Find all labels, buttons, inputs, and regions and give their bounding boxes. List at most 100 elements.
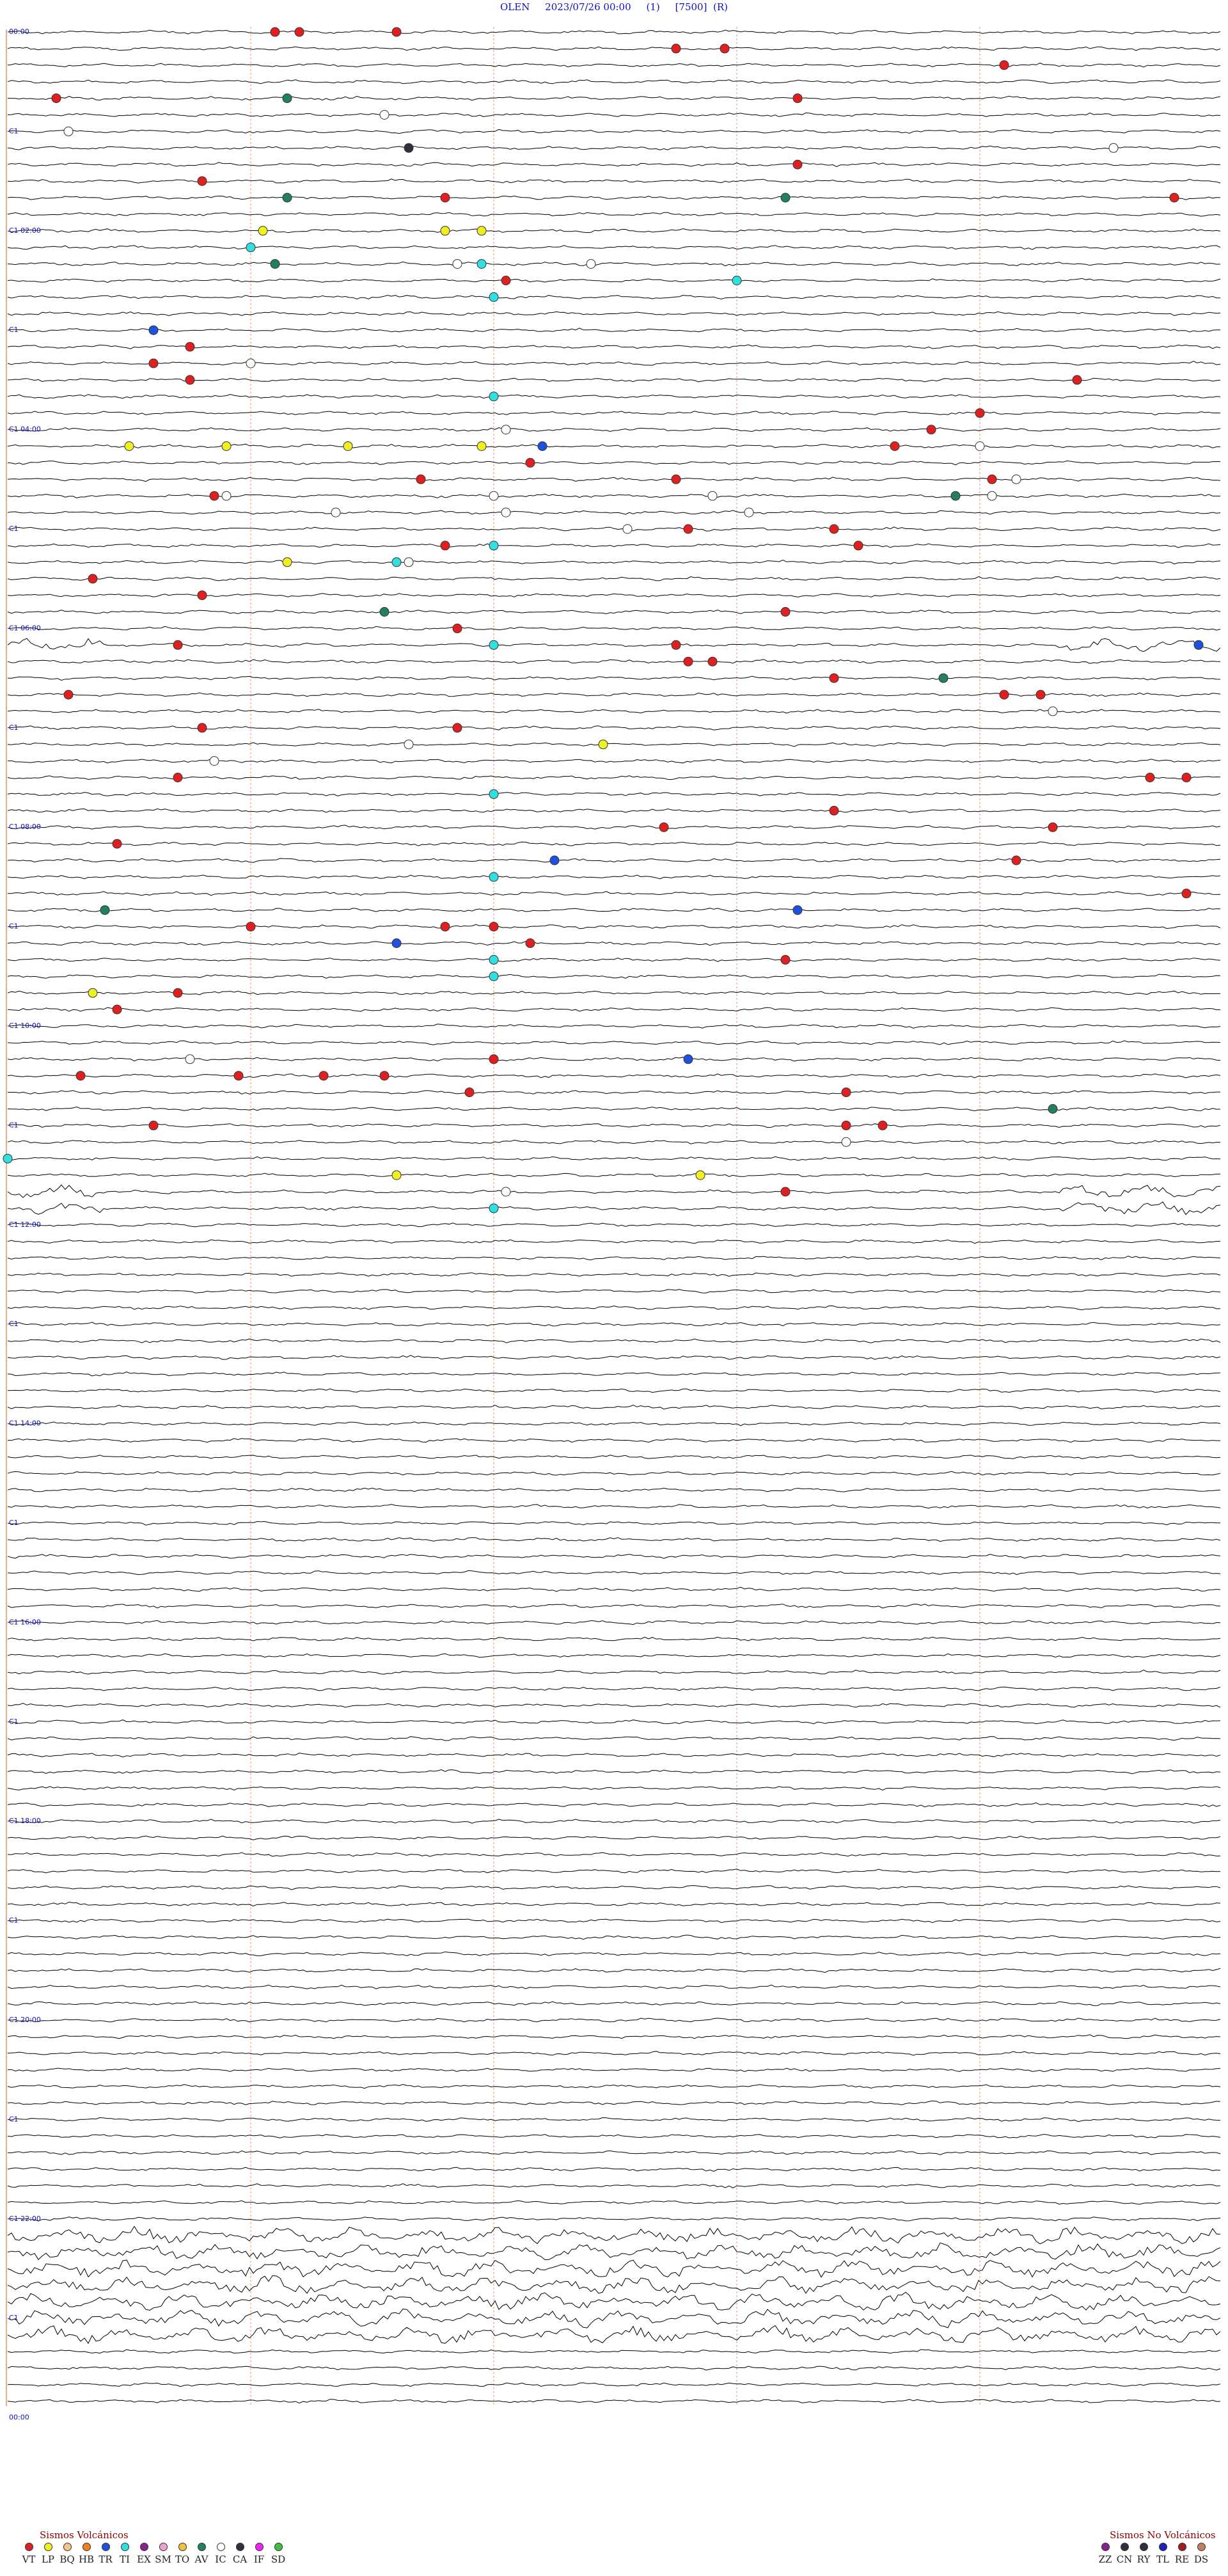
legend-nonvolcanic-item-zz: ZZ <box>1096 2543 1115 2565</box>
event-marker-vt <box>1072 375 1082 385</box>
event-marker-ti <box>489 541 499 551</box>
legend-nonvolcanic-item-re: RE <box>1172 2543 1192 2565</box>
seismic-trace-row <box>7 29 1221 35</box>
legend-nonvolcanic-item-tl: TL <box>1153 2543 1172 2565</box>
legend-code: IF <box>253 2554 265 2565</box>
seismic-trace-row <box>7 1023 1221 1029</box>
seismic-trace-row <box>7 344 1221 349</box>
seismic-trace-row <box>7 1388 1221 1393</box>
event-marker-vt <box>780 607 791 617</box>
event-marker-vt <box>1048 822 1058 832</box>
legend-volcanic-title: Sismos Volcánicos <box>40 2529 129 2541</box>
legend-volcanic-item-ti: TI <box>115 2543 134 2565</box>
event-marker-vt <box>148 358 159 368</box>
legend-code: LP <box>41 2554 55 2565</box>
event-marker-vt <box>999 60 1009 70</box>
event-marker-ic <box>246 358 256 368</box>
legend-dot <box>1120 2543 1129 2551</box>
hour-label: C1 18:00 <box>9 1817 41 1825</box>
event-marker-vt <box>173 988 183 998</box>
seismic-trace-row <box>7 195 1221 200</box>
seismic-trace-row <box>7 212 1221 217</box>
event-marker-vt <box>197 723 207 733</box>
seismic-trace-row <box>7 1256 1221 1261</box>
seismic-trace-row <box>7 808 1221 813</box>
event-marker-av <box>282 193 292 203</box>
event-marker-ic <box>707 491 718 501</box>
seismic-trace-row <box>7 2034 1221 2039</box>
seismic-trace-row <box>7 1455 1221 1460</box>
event-marker-vt <box>999 690 1009 700</box>
odd-hour-marker: C1 <box>9 525 19 533</box>
event-marker-vt <box>209 491 219 501</box>
seismic-trace-row <box>7 1040 1221 1045</box>
seismic-trace-row <box>7 638 1221 652</box>
legend-dot <box>43 2543 52 2551</box>
hour-label: C1 08:00 <box>9 823 41 831</box>
seismic-trace-row <box>7 1404 1221 1410</box>
legend-code: VT <box>22 2554 36 2565</box>
odd-hour-marker: C1 <box>9 326 19 334</box>
seismic-trace-row <box>7 1869 1221 1874</box>
seismic-trace-row <box>7 493 1221 498</box>
event-marker-vt <box>440 922 450 932</box>
seismic-trace-row <box>7 576 1221 581</box>
legend-volcanic-item-av: AV <box>192 2543 211 2565</box>
event-marker-vt <box>525 457 535 468</box>
seismic-trace-row <box>7 2083 1221 2089</box>
event-marker-vt <box>780 1187 791 1197</box>
event-marker-vt <box>829 524 839 534</box>
seismic-trace-row <box>7 2275 1221 2294</box>
event-marker-vt <box>841 1120 851 1130</box>
seismic-trace-row <box>7 2200 1221 2205</box>
event-marker-vt <box>829 673 839 683</box>
seismic-trace-row <box>7 162 1221 168</box>
seismic-trace-row <box>7 278 1221 283</box>
odd-hour-marker: C1 <box>9 127 19 135</box>
event-marker-ic <box>622 524 633 534</box>
seismic-trace-row <box>7 328 1220 333</box>
seismic-trace-row <box>7 145 1221 150</box>
event-marker-av <box>100 905 110 915</box>
event-marker-tr <box>683 1054 693 1064</box>
seismic-trace-row <box>7 2382 1221 2387</box>
event-marker-av <box>379 607 390 617</box>
seismic-trace-row <box>7 129 1221 134</box>
event-marker-vt <box>987 474 997 484</box>
seismic-trace-row <box>7 1885 1221 1890</box>
legend-code: SM <box>155 2554 171 2565</box>
seismic-trace-row <box>7 858 1221 863</box>
event-marker-vt <box>440 541 450 551</box>
event-marker-ic <box>1108 143 1119 153</box>
event-marker-lp <box>695 1170 705 1180</box>
seismic-trace-row <box>7 1984 1221 1989</box>
event-marker-vt <box>233 1071 244 1081</box>
seismic-trace-row <box>7 2183 1221 2188</box>
legend-code: CN <box>1116 2554 1133 2565</box>
event-marker-av <box>1048 1104 1058 1114</box>
seismic-trace-row <box>7 295 1220 300</box>
seismic-trace-row <box>7 1835 1221 1840</box>
event-marker-vt <box>683 524 693 534</box>
legend-dot <box>197 2543 206 2551</box>
event-marker-tr <box>792 905 803 915</box>
seismic-trace-row <box>7 1073 1221 1079</box>
seismic-trace-row <box>7 1371 1221 1377</box>
event-marker-ic <box>404 557 414 567</box>
event-marker-lp <box>391 1170 402 1180</box>
event-marker-tr <box>1193 640 1204 650</box>
seismic-trace-row <box>7 2259 1221 2278</box>
event-marker-lp <box>124 441 134 451</box>
seismic-trace-row <box>7 1604 1221 1609</box>
seismic-trace-row <box>7 393 1221 399</box>
event-marker-vt <box>173 773 183 782</box>
legend-dot <box>101 2543 110 2551</box>
legend-code: RY <box>1137 2554 1151 2565</box>
event-marker-ti <box>489 872 499 882</box>
legend-code: RE <box>1174 2554 1190 2565</box>
seismic-trace-row <box>7 560 1221 565</box>
legend-dot <box>178 2543 187 2551</box>
event-marker-lp <box>88 988 98 998</box>
legend-code: AV <box>194 2554 209 2565</box>
